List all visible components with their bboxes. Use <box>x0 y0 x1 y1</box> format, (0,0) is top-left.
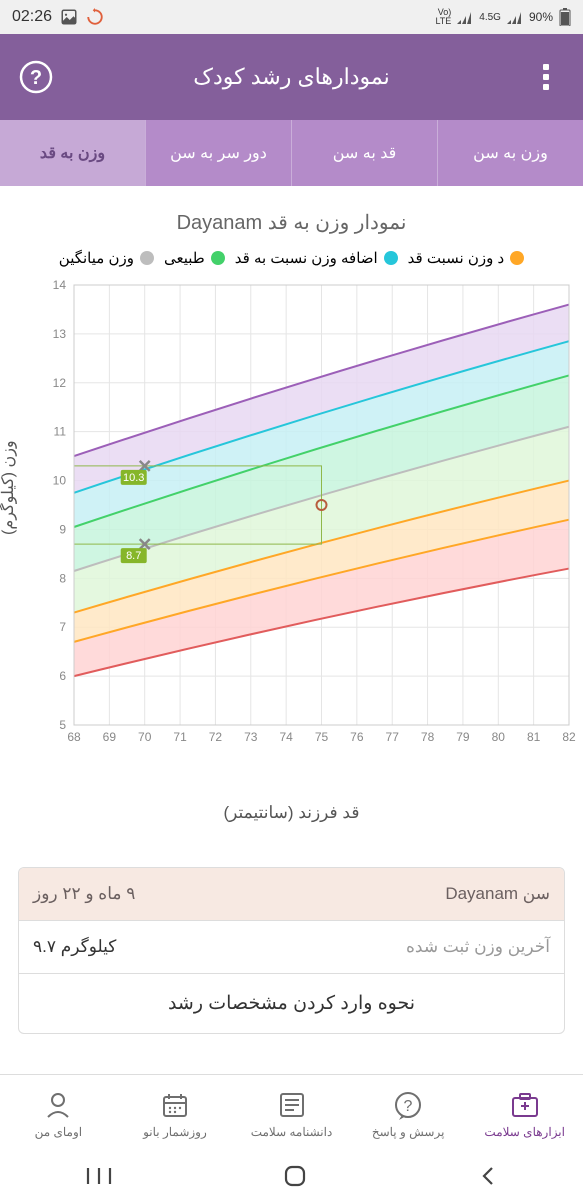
chart-title: نمودار وزن به قد Dayanam <box>4 196 579 243</box>
tab-bar: وزن به سنقد به سندور سر به سنوزن به قد <box>0 120 583 186</box>
svg-text:11: 11 <box>54 425 67 439</box>
svg-text:13: 13 <box>53 327 67 341</box>
svg-text:70: 70 <box>138 730 152 744</box>
legend-dot-icon <box>510 251 524 265</box>
svg-text:76: 76 <box>350 730 364 744</box>
svg-text:79: 79 <box>456 730 470 744</box>
bottom-nav: ابزارهای سلامت? پرسش و پاسخ دانشنامه سلامت… <box>0 1074 583 1152</box>
info-action-label: نحوه وارد کردن مشخصات رشد <box>168 993 415 1014</box>
chart-legend: د وزن نسبت قد اضافه وزن نسبت به قد طبیعی وز… <box>4 243 579 275</box>
svg-text:80: 80 <box>492 730 506 744</box>
svg-text:9: 9 <box>59 522 66 536</box>
svg-text:75: 75 <box>315 730 329 744</box>
svg-text:10: 10 <box>53 474 67 488</box>
svg-text:?: ? <box>404 1098 413 1115</box>
tab-0[interactable]: وزن به سن <box>437 120 583 186</box>
legend-dot-icon <box>384 251 398 265</box>
more-button[interactable] <box>527 62 567 92</box>
nav-item-wiki[interactable]: دانشنامه سلامت <box>233 1075 350 1152</box>
svg-text:12: 12 <box>53 376 67 390</box>
nav-item-health-kit[interactable]: ابزارهای سلامت <box>466 1075 583 1152</box>
svg-text:8: 8 <box>59 571 66 585</box>
nav-label: اومای من <box>35 1125 83 1139</box>
status-lte: Vo)LTE <box>435 8 451 26</box>
svg-text:?: ? <box>30 67 42 89</box>
nav-item-profile[interactable]: اومای من <box>0 1075 117 1152</box>
chart-area: وزن (کیلوگرم) 68697071727374757677787980… <box>4 275 579 795</box>
nav-item-calendar[interactable]: روزشمار بانو <box>117 1075 234 1152</box>
info-row-weight: آخرین وزن ثبت شده ۹.۷ کیلوگرم <box>19 920 564 973</box>
svg-text:10.3: 10.3 <box>123 472 144 484</box>
legend-label: اضافه وزن نسبت به قد <box>235 249 378 267</box>
nav-label: پرسش و پاسخ <box>372 1125 445 1139</box>
help-icon: ? <box>19 60 53 94</box>
svg-text:74: 74 <box>279 730 293 744</box>
more-icon <box>543 62 551 92</box>
recent-apps-button[interactable] <box>86 1166 112 1186</box>
x-axis-label: قد فرزند (سانتیمتر) <box>4 795 579 837</box>
tab-3[interactable]: وزن به قد <box>0 120 145 186</box>
signal1-icon <box>457 10 473 24</box>
nav-item-qa[interactable]: ? پرسش و پاسخ <box>350 1075 467 1152</box>
svg-text:5: 5 <box>59 718 66 732</box>
sync-icon <box>86 8 104 26</box>
status-bar: 02:26 Vo)LTE 4.5G 90% <box>0 0 583 34</box>
age-value: ۹ ماه و ۲۲ روز <box>33 884 135 904</box>
svg-text:69: 69 <box>103 730 117 744</box>
svg-text:77: 77 <box>386 730 400 744</box>
page-title: نمودارهای رشد کودک <box>56 64 527 90</box>
back-button[interactable] <box>478 1166 498 1186</box>
info-row-age: سن Dayanam ۹ ماه و ۲۲ روز <box>19 868 564 920</box>
svg-text:78: 78 <box>421 730 435 744</box>
weight-label: آخرین وزن ثبت شده <box>406 937 550 957</box>
battery-icon <box>559 8 571 26</box>
health-kit-icon <box>509 1089 541 1121</box>
chart-card: نمودار وزن به قد Dayanam د وزن نسبت قد اض… <box>4 196 579 837</box>
svg-text:72: 72 <box>209 730 223 744</box>
calendar-icon <box>159 1089 191 1121</box>
nav-label: روزشمار بانو <box>143 1125 207 1139</box>
signal2-icon <box>507 10 523 24</box>
wiki-icon <box>276 1089 308 1121</box>
help-button[interactable]: ? <box>16 60 56 94</box>
legend-dot-icon <box>140 251 154 265</box>
tab-2[interactable]: دور سر به سن <box>145 120 291 186</box>
svg-text:82: 82 <box>562 730 576 744</box>
svg-text:6: 6 <box>59 669 66 683</box>
nav-label: ابزارهای سلامت <box>484 1125 565 1139</box>
legend-item-2: طبیعی <box>164 249 225 267</box>
age-label: سن Dayanam <box>445 884 550 904</box>
svg-text:8.7: 8.7 <box>126 550 141 562</box>
svg-text:73: 73 <box>244 730 258 744</box>
profile-icon <box>42 1089 74 1121</box>
qa-icon: ? <box>392 1089 424 1121</box>
legend-item-0: د وزن نسبت قد <box>408 249 525 267</box>
legend-item-1: اضافه وزن نسبت به قد <box>235 249 398 267</box>
tab-1[interactable]: قد به سن <box>291 120 437 186</box>
legend-dot-icon <box>211 251 225 265</box>
status-net: 4.5G <box>479 12 501 23</box>
svg-text:7: 7 <box>59 620 66 634</box>
android-nav <box>0 1152 583 1200</box>
image-icon <box>60 8 78 26</box>
svg-text:81: 81 <box>527 730 541 744</box>
info-action-button[interactable]: نحوه وارد کردن مشخصات رشد <box>19 973 564 1033</box>
app-bar: ? نمودارهای رشد کودک <box>0 34 583 120</box>
status-battery: 90% <box>529 10 553 24</box>
legend-label: طبیعی <box>164 249 205 267</box>
weight-value: ۹.۷ کیلوگرم <box>33 937 116 957</box>
legend-label: وزن میانگین <box>59 249 134 267</box>
svg-text:14: 14 <box>53 278 67 292</box>
svg-text:68: 68 <box>67 730 81 744</box>
growth-chart: 6869707172737475767778798081825678910111… <box>4 275 579 745</box>
nav-label: دانشنامه سلامت <box>251 1125 333 1139</box>
y-axis-label: وزن (کیلوگرم) <box>0 440 18 535</box>
svg-text:71: 71 <box>173 730 187 744</box>
legend-item-3: وزن میانگین <box>59 249 154 267</box>
info-card: سن Dayanam ۹ ماه و ۲۲ روز آخرین وزن ثبت … <box>18 867 565 1034</box>
home-button[interactable] <box>283 1164 307 1188</box>
status-time: 02:26 <box>12 8 52 26</box>
legend-label: د وزن نسبت قد <box>408 249 505 267</box>
